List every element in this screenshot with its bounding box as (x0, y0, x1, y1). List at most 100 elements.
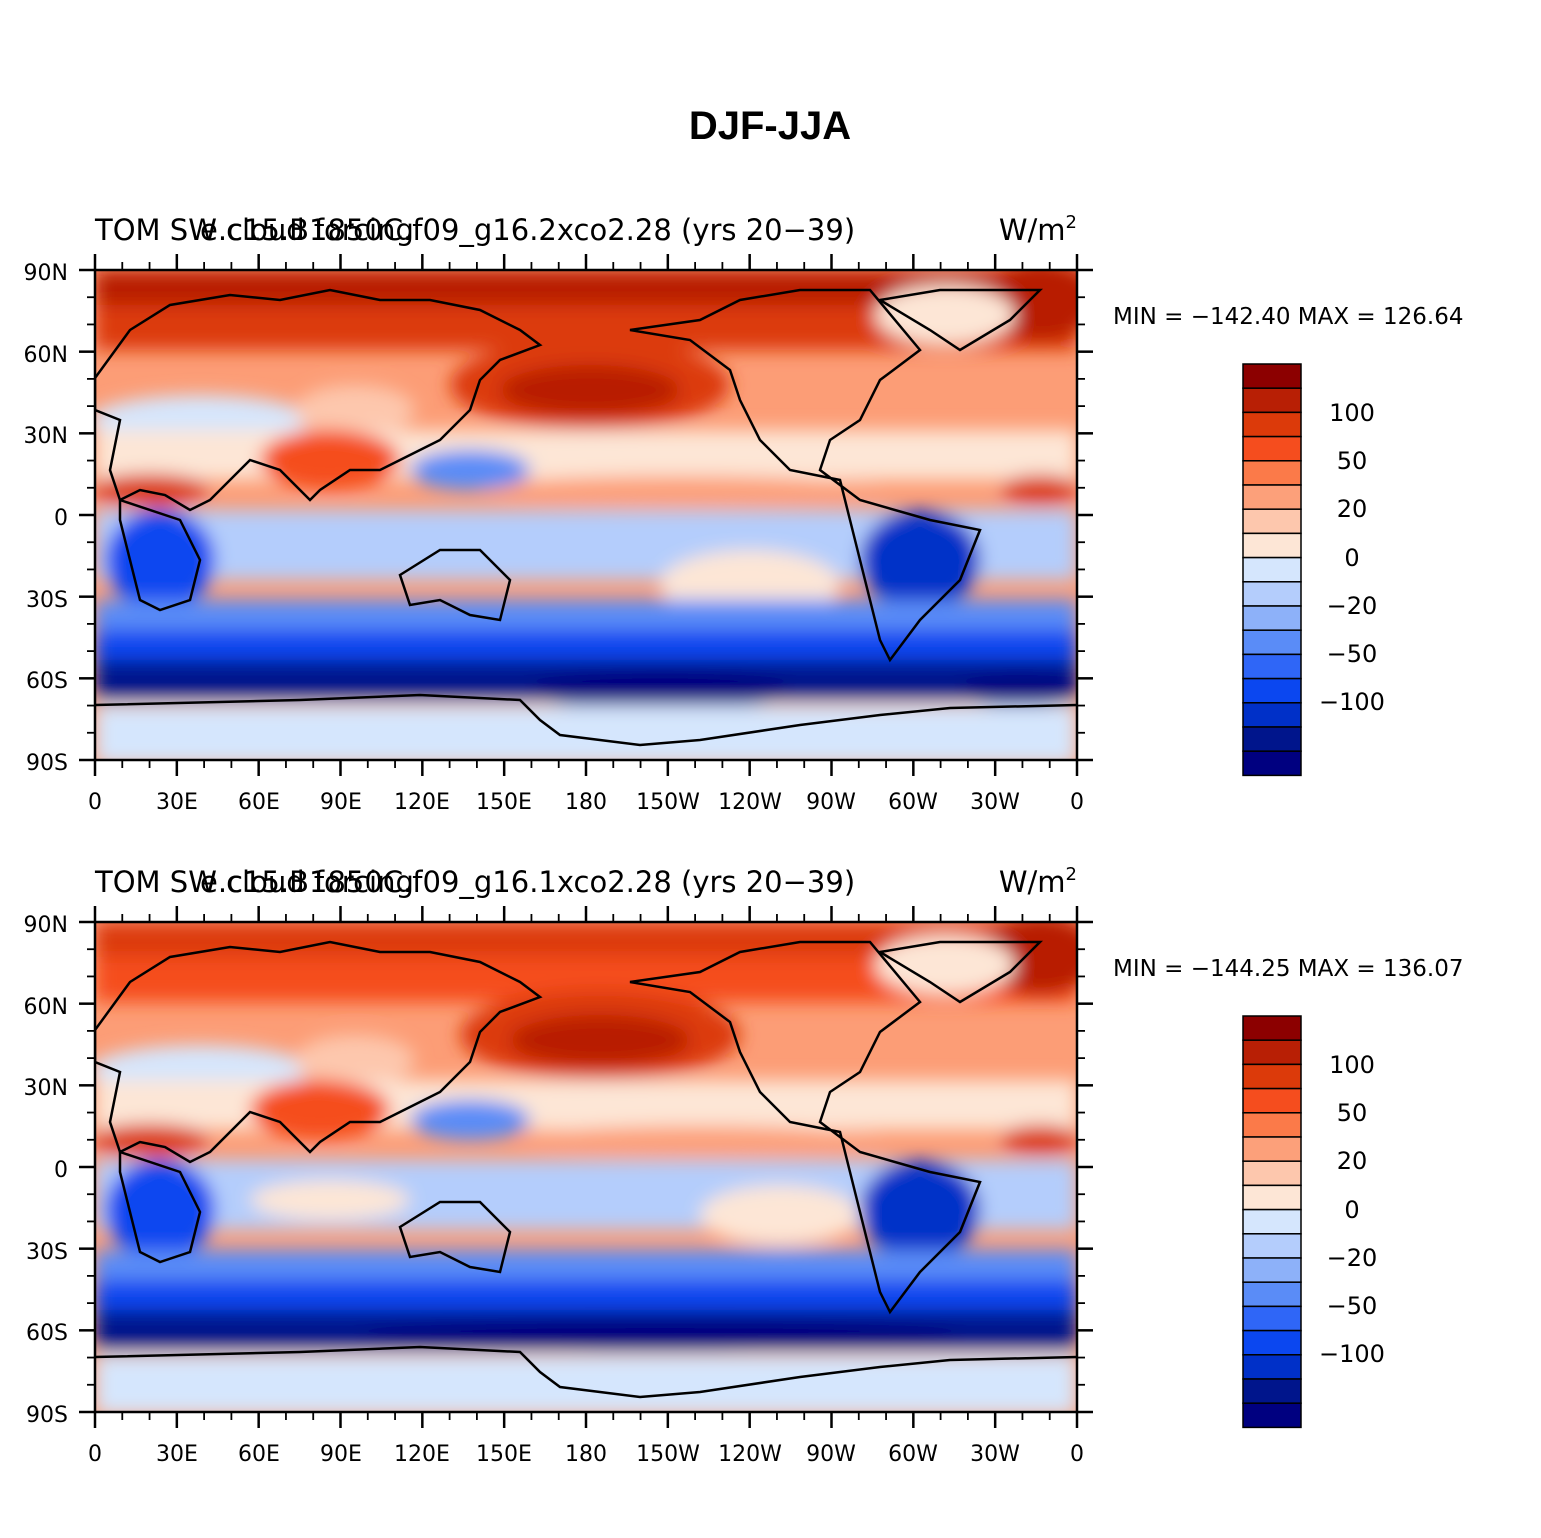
colorbar-swatch (1242, 1160, 1302, 1187)
panel-2-left-title: TOM SW cloud forcing (94, 865, 414, 899)
map-panel-2: TOM SW cloud forcing e.c15.B1850C.f09_g1… (24, 864, 1464, 1467)
panel-2-colorbar-labels: 100 50 20 0 −20 −50 −100 (1319, 1051, 1385, 1368)
colorbar-swatch (1242, 387, 1302, 414)
lat-label: 90S (26, 1403, 68, 1428)
lon-label: 60E (238, 790, 280, 815)
panel-1-ticks (79, 254, 1093, 776)
panel-1-lon-labels: 0 30E 60E 90E 120E 150E 180 150W 120W 90… (88, 790, 1084, 815)
colorbar-swatch (1242, 1354, 1302, 1380)
panel-2-field (95, 922, 1077, 1412)
lat-label: 90S (26, 751, 68, 776)
colorbar-label: −20 (1327, 592, 1378, 620)
panel-1-colorbar (1242, 363, 1302, 777)
colorbar-swatch (1242, 702, 1302, 728)
panel-1-field (95, 270, 1077, 760)
map-panel-1: TOM SW cloud forcing e.c15.B1850C.f09_g1… (24, 212, 1464, 815)
panel-2-coastlines (95, 940, 1077, 1399)
lat-label: 60S (26, 669, 68, 694)
lon-label: 30E (156, 1442, 198, 1467)
panel-1-units: W/m2 (999, 212, 1077, 247)
lon-label: 150W (636, 790, 700, 815)
lon-label: 120E (394, 790, 450, 815)
colorbar-swatch (1242, 1378, 1302, 1404)
lon-label: 30E (156, 790, 198, 815)
lon-label: 150W (636, 1442, 700, 1467)
colorbar-label: 0 (1344, 1196, 1359, 1224)
panel-2-min-max: MIN = −144.25 MAX = 136.07 (1113, 956, 1464, 982)
colorbar-swatch (1242, 1136, 1302, 1162)
colorbar-swatch (1242, 1257, 1302, 1283)
colorbar-swatch (1242, 750, 1302, 777)
lon-label: 120W (718, 1442, 782, 1467)
colorbar-swatch (1242, 1112, 1302, 1138)
colorbar-label: 20 (1337, 495, 1368, 523)
lon-label: 30W (970, 790, 1020, 815)
colorbar-label: −50 (1327, 1292, 1378, 1320)
lat-label: 30N (24, 424, 68, 449)
panel-2-lat-labels: 90N 60N 30N 0 30S 60S 90S (24, 913, 68, 1428)
panel-2-lon-labels: 0 30E 60E 90E 120E 150E 180 150W 120W 90… (88, 1442, 1084, 1467)
panel-2-center-title: e.c15.B1850C.f09_g16.1xco2.28 (yrs 20−39… (200, 865, 855, 899)
lat-label: 60N (24, 995, 68, 1020)
lon-label: 150E (476, 1442, 532, 1467)
lon-label: 180 (565, 790, 607, 815)
colorbar-swatch (1242, 460, 1302, 486)
colorbar-label: −50 (1327, 640, 1378, 668)
lat-label: 30S (26, 588, 68, 613)
lat-label: 90N (24, 913, 68, 938)
panel-1-colorbar-labels: 100 50 20 0 −20 −50 −100 (1319, 399, 1385, 716)
lat-label: 60N (24, 343, 68, 368)
lon-label: 30W (970, 1442, 1020, 1467)
colorbar-swatch (1242, 484, 1302, 510)
panel-1-left-title: TOM SW cloud forcing (94, 213, 414, 247)
colorbar-swatch (1242, 1063, 1302, 1090)
colorbar-label: 100 (1329, 1051, 1375, 1079)
figure-title: DJF-JJA (689, 104, 851, 148)
lon-label: 0 (88, 790, 102, 815)
panel-1-coastlines (95, 288, 1077, 747)
colorbar-label: 20 (1337, 1147, 1368, 1175)
lon-label: 0 (1070, 790, 1084, 815)
colorbar-swatch (1242, 581, 1302, 607)
lat-label: 60S (26, 1321, 68, 1346)
colorbar-swatch (1242, 411, 1302, 438)
lon-label: 60W (888, 1442, 938, 1467)
colorbar-swatch (1242, 435, 1302, 462)
lon-label: 0 (88, 1442, 102, 1467)
colorbar-swatch (1242, 1281, 1302, 1308)
lat-label: 0 (54, 1158, 68, 1183)
colorbar-label: −20 (1327, 1244, 1378, 1272)
colorbar-swatch (1242, 363, 1302, 389)
lon-label: 180 (565, 1442, 607, 1467)
lon-label: 150E (476, 790, 532, 815)
lat-label: 0 (54, 506, 68, 531)
colorbar-swatch (1242, 605, 1302, 631)
colorbar-swatch (1242, 677, 1302, 704)
lon-label: 120W (718, 790, 782, 815)
lon-label: 60E (238, 1442, 280, 1467)
colorbar-label: 50 (1337, 1099, 1368, 1127)
lat-label: 30S (26, 1240, 68, 1265)
colorbar-swatch (1242, 532, 1302, 559)
colorbar-swatch (1242, 629, 1302, 656)
panel-2-ticks (79, 906, 1093, 1428)
colorbar-label: −100 (1319, 688, 1385, 716)
colorbar-label: 50 (1337, 447, 1368, 475)
colorbar-swatch (1242, 556, 1302, 583)
colorbar-swatch (1242, 1039, 1302, 1066)
colorbar-swatch (1242, 1305, 1302, 1332)
panel-2-units: W/m2 (999, 864, 1077, 899)
colorbar-swatch (1242, 1184, 1302, 1211)
colorbar-swatch (1242, 1087, 1302, 1114)
colorbar-swatch (1242, 1015, 1302, 1041)
lon-label: 60W (888, 790, 938, 815)
panel-1-min-max: MIN = −142.40 MAX = 126.64 (1113, 304, 1464, 330)
colorbar-swatch (1242, 726, 1302, 752)
panel-1-center-title: e.c15.B1850C.f09_g16.2xco2.28 (yrs 20−39… (200, 213, 855, 247)
colorbar-swatch (1242, 1402, 1302, 1429)
colorbar-swatch (1242, 653, 1302, 680)
panel-1-lat-labels: 90N 60N 30N 0 30S 60S 90S (24, 261, 68, 776)
colorbar-label: 0 (1344, 544, 1359, 572)
colorbar-swatch (1242, 1329, 1302, 1356)
